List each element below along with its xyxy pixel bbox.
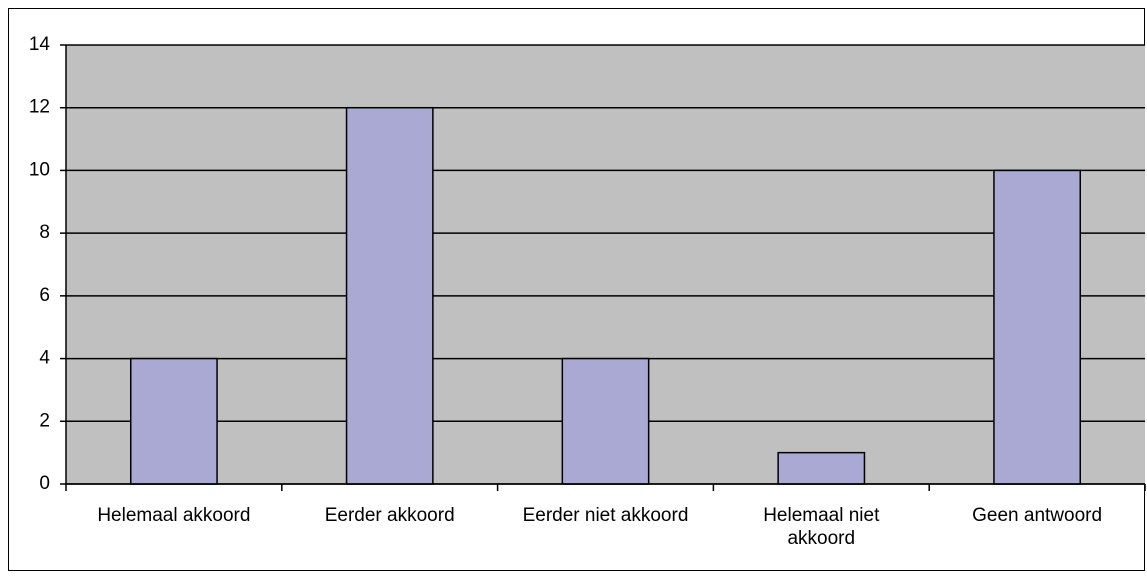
y-tick-label: 0	[39, 473, 50, 494]
y-tick-label: 14	[29, 34, 51, 55]
y-tick-label: 6	[39, 285, 50, 306]
bar	[561, 357, 650, 485]
x-tick-label: Geen antwoord	[972, 505, 1103, 526]
y-tick-label: 4	[39, 348, 50, 369]
x-tick-label: Helemaal akkoord	[97, 505, 251, 526]
x-tick-label: Helemaal niet akkoord	[763, 505, 880, 549]
y-tick-label: 10	[29, 159, 50, 180]
bar	[129, 357, 218, 485]
bar	[993, 169, 1082, 485]
x-tick-label: Eerder akkoord	[324, 505, 455, 526]
bar	[345, 106, 434, 485]
y-tick-label: 12	[29, 97, 50, 118]
bar	[777, 451, 866, 485]
y-tick-label: 8	[39, 222, 50, 243]
x-tick-label: Eerder niet akkoord	[522, 505, 689, 526]
y-tick-label: 2	[39, 410, 50, 431]
